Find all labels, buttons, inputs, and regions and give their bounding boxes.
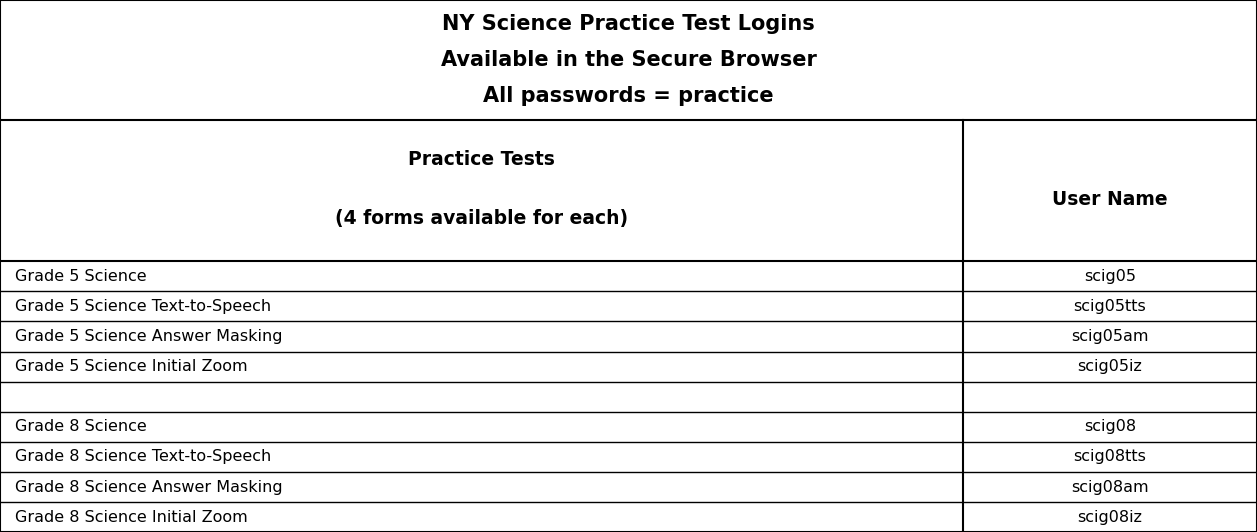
Text: Grade 8 Science Answer Masking: Grade 8 Science Answer Masking	[15, 479, 283, 495]
Text: scig05iz: scig05iz	[1077, 359, 1143, 374]
Text: NY Science Practice Test Logins: NY Science Practice Test Logins	[442, 14, 815, 34]
Text: scig08iz: scig08iz	[1077, 510, 1143, 525]
Text: scig05tts: scig05tts	[1073, 299, 1146, 314]
Text: Grade 8 Science Text-to-Speech: Grade 8 Science Text-to-Speech	[15, 450, 272, 464]
Text: scig05am: scig05am	[1071, 329, 1149, 344]
Text: Grade 5 Science Initial Zoom: Grade 5 Science Initial Zoom	[15, 359, 248, 374]
Text: Grade 8 Science Initial Zoom: Grade 8 Science Initial Zoom	[15, 510, 248, 525]
Text: Practice Tests: Practice Tests	[409, 150, 554, 169]
Text: scig05: scig05	[1084, 269, 1136, 284]
Text: Grade 8 Science: Grade 8 Science	[15, 419, 147, 434]
Text: User Name: User Name	[1052, 190, 1168, 209]
Text: scig08: scig08	[1084, 419, 1136, 434]
Text: (4 forms available for each): (4 forms available for each)	[334, 210, 628, 228]
Text: scig08tts: scig08tts	[1073, 450, 1146, 464]
Text: Grade 5 Science Answer Masking: Grade 5 Science Answer Masking	[15, 329, 283, 344]
Text: scig08am: scig08am	[1071, 479, 1149, 495]
Text: Available in the Secure Browser: Available in the Secure Browser	[440, 50, 817, 70]
Text: Grade 5 Science: Grade 5 Science	[15, 269, 147, 284]
Text: Grade 5 Science Text-to-Speech: Grade 5 Science Text-to-Speech	[15, 299, 272, 314]
Text: All passwords = practice: All passwords = practice	[483, 86, 774, 106]
